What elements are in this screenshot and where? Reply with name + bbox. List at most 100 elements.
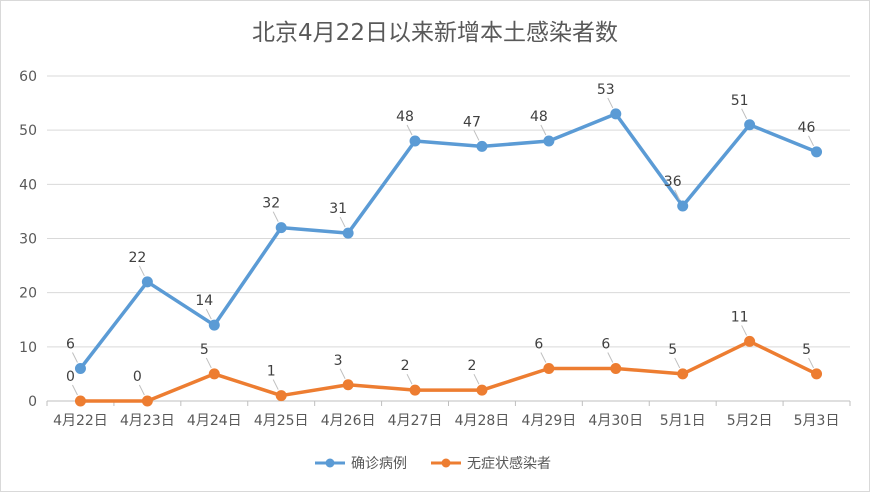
leader-line bbox=[72, 384, 78, 396]
leader-line bbox=[272, 379, 279, 390]
leader-line bbox=[540, 124, 547, 136]
x-tick-label: 4月26日 bbox=[321, 413, 376, 429]
x-tick-label: 5月2日 bbox=[727, 413, 773, 429]
data-label: 53 bbox=[597, 82, 615, 98]
x-tick-label: 4月24日 bbox=[187, 413, 242, 429]
data-point bbox=[275, 390, 287, 402]
data-point bbox=[744, 119, 756, 131]
leader-line bbox=[473, 130, 480, 141]
data-label: 3 bbox=[334, 353, 343, 369]
x-tick-label: 4月30日 bbox=[588, 413, 643, 429]
y-tick-label: 60 bbox=[19, 69, 37, 85]
data-point bbox=[543, 135, 555, 147]
leader-line bbox=[339, 216, 346, 228]
legend-marker bbox=[441, 458, 451, 468]
data-label: 14 bbox=[195, 293, 213, 309]
data-label: 32 bbox=[262, 196, 280, 212]
data-point bbox=[208, 319, 220, 331]
data-label: 5 bbox=[668, 342, 677, 358]
data-label: 48 bbox=[530, 109, 548, 125]
data-point bbox=[409, 384, 421, 396]
series-layer bbox=[74, 108, 823, 407]
data-point bbox=[342, 379, 354, 391]
data-label: 1 bbox=[267, 364, 276, 380]
leader-line bbox=[741, 108, 748, 119]
legend: 确诊病例 无症状感染者 bbox=[315, 455, 551, 472]
data-point bbox=[409, 135, 421, 147]
x-tick-label: 4月23日 bbox=[120, 413, 175, 429]
data-label: 5 bbox=[200, 342, 209, 358]
series-line-2 bbox=[78, 339, 819, 403]
leader-line bbox=[406, 373, 413, 385]
leader-line bbox=[138, 265, 145, 277]
chart-title: 北京4月22日以来新增本土感染者数 bbox=[252, 20, 618, 46]
leader-line bbox=[473, 373, 480, 385]
leader-line bbox=[607, 352, 614, 363]
data-label: 6 bbox=[534, 337, 543, 353]
data-label: 46 bbox=[798, 120, 816, 136]
series-line-1 bbox=[78, 112, 819, 371]
x-tick-label: 4月27日 bbox=[388, 413, 443, 429]
data-point bbox=[74, 395, 86, 407]
data-point bbox=[677, 200, 689, 212]
leader-line bbox=[205, 357, 212, 369]
data-label: 6 bbox=[601, 337, 610, 353]
legend-marker bbox=[325, 458, 335, 468]
y-tick-label: 10 bbox=[19, 340, 37, 356]
leader-line bbox=[674, 189, 681, 201]
leader-line bbox=[205, 308, 212, 320]
legend-label: 确诊病例 bbox=[351, 456, 407, 472]
data-point bbox=[677, 368, 689, 380]
x-tick-label: 4月22日 bbox=[53, 413, 108, 429]
data-point bbox=[610, 363, 622, 374]
data-label: 0 bbox=[133, 369, 142, 385]
leader-line bbox=[607, 97, 614, 109]
x-axis: 4月22日 4月23日 4月24日 4月25日 4月26日 4月27日 4月28日 4月29日… bbox=[46, 400, 851, 429]
leader-line bbox=[808, 357, 814, 369]
data-point bbox=[543, 363, 555, 374]
leader-line bbox=[741, 325, 748, 336]
y-axis: 0 10 20 30 40 50 60 bbox=[19, 69, 37, 410]
data-point bbox=[275, 222, 287, 234]
x-tick-label: 4月28日 bbox=[455, 413, 510, 429]
leader-line bbox=[339, 368, 346, 379]
data-label: 48 bbox=[396, 109, 414, 125]
leader-line bbox=[272, 211, 279, 222]
data-label: 47 bbox=[463, 114, 481, 130]
leader-line bbox=[808, 135, 814, 147]
data-point bbox=[476, 384, 488, 396]
data-point bbox=[74, 363, 86, 374]
data-point bbox=[744, 335, 756, 347]
y-tick-label: 40 bbox=[19, 177, 37, 193]
x-tick-label: 4月29日 bbox=[522, 413, 577, 429]
leader-line bbox=[674, 357, 681, 369]
x-tick-label: 4月25日 bbox=[254, 413, 309, 429]
data-point bbox=[811, 146, 823, 158]
leader-line bbox=[406, 124, 413, 136]
legend-label: 无症状感染者 bbox=[467, 455, 551, 472]
data-label: 2 bbox=[467, 358, 476, 374]
data-label: 11 bbox=[731, 309, 749, 325]
data-point bbox=[811, 368, 823, 380]
data-point bbox=[342, 227, 354, 239]
data-point bbox=[208, 368, 220, 380]
x-tick-label: 5月1日 bbox=[660, 413, 706, 429]
y-tick-label: 20 bbox=[19, 286, 37, 302]
leader-line bbox=[72, 352, 78, 363]
data-label: 6 bbox=[66, 337, 75, 353]
data-point bbox=[610, 108, 622, 120]
data-point bbox=[141, 395, 153, 407]
leader-line bbox=[138, 384, 145, 396]
data-label: 51 bbox=[731, 93, 749, 109]
data-label: 5 bbox=[802, 342, 811, 358]
data-label: 36 bbox=[664, 174, 682, 190]
y-tick-label: 30 bbox=[19, 232, 37, 248]
y-tick-label: 50 bbox=[19, 123, 37, 139]
data-point bbox=[476, 140, 488, 152]
gridlines bbox=[47, 75, 850, 348]
data-label: 22 bbox=[128, 250, 146, 266]
y-tick-label: 0 bbox=[28, 394, 37, 410]
x-tick-label: 5月3日 bbox=[794, 413, 840, 429]
